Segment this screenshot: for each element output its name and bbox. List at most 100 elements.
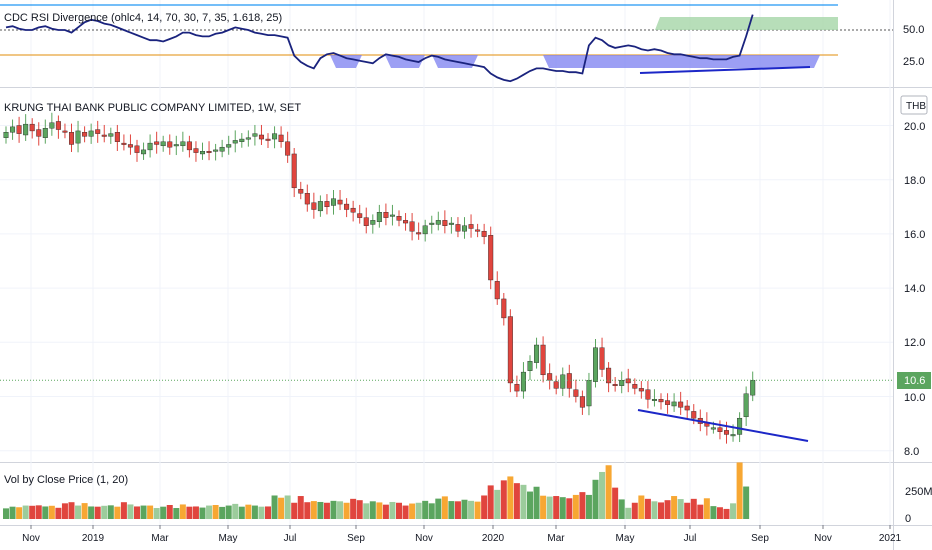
rsi-divergence-line (639, 66, 811, 74)
candle-body (370, 220, 376, 225)
candle-body (619, 380, 625, 386)
candle (55, 115, 61, 139)
volume-bar (75, 505, 82, 519)
volume-bar (625, 507, 632, 519)
currency-badge[interactable] (900, 95, 928, 115)
volume-bar (153, 508, 160, 519)
volume-bar (42, 506, 49, 519)
volume-bar (605, 465, 612, 519)
volume-bar (690, 498, 697, 519)
volume-bar (101, 505, 108, 519)
volume-bar (527, 491, 533, 519)
volume-bar (166, 505, 173, 519)
volume-bar (454, 501, 461, 519)
volume-bar (160, 506, 167, 519)
candle-body (331, 198, 337, 206)
volume-bar (140, 505, 147, 519)
candle (186, 135, 192, 158)
candle-body (520, 371, 526, 392)
volume-bar (291, 502, 298, 519)
candle-body (304, 193, 310, 205)
volume-bar (566, 498, 573, 519)
candle-body (475, 229, 481, 232)
candle-body (481, 230, 487, 237)
candle-body (23, 123, 29, 136)
volume-bar (382, 504, 389, 519)
candle (422, 219, 428, 242)
volume-bar (618, 499, 625, 519)
candle-body (645, 389, 651, 400)
volume-tick-0: 0 (905, 513, 911, 525)
candle-body (160, 141, 166, 147)
candle-body (593, 347, 599, 382)
candle (638, 381, 644, 399)
candle (678, 391, 684, 415)
volume-bar (107, 505, 114, 519)
candle-body (586, 380, 592, 407)
volume-bar (487, 485, 494, 519)
candle (127, 134, 133, 155)
candle-body (213, 149, 219, 152)
candle (363, 207, 369, 234)
price-tick-20: 20.0 (904, 121, 925, 133)
candle-body (29, 123, 35, 132)
candle-body (357, 213, 363, 218)
candle (180, 131, 186, 152)
candle (239, 133, 245, 148)
candle (625, 368, 631, 393)
candle-body (750, 380, 756, 396)
candle-body (494, 281, 500, 300)
candle-body (383, 212, 389, 218)
candle-body (278, 134, 284, 142)
candle-body (154, 141, 160, 145)
volume-bar (251, 505, 258, 519)
candle (658, 393, 664, 410)
volume-bar (389, 501, 396, 519)
candle (16, 116, 22, 143)
candle-body (507, 316, 513, 384)
candle (520, 362, 526, 399)
candle (468, 214, 474, 238)
volume-bar (638, 495, 645, 519)
volume-bar (703, 498, 710, 519)
candle (665, 393, 671, 414)
candle-body (579, 396, 585, 408)
volume-bar (127, 504, 134, 519)
candle-body (553, 381, 559, 389)
candle-body (49, 122, 55, 129)
candle-body (42, 128, 48, 138)
volume-title: Vol by Close Price (1, 20) (4, 474, 128, 486)
candle (389, 204, 395, 226)
candle (475, 223, 481, 238)
candle (141, 142, 147, 160)
candle-body (540, 344, 546, 376)
volume-bar (481, 495, 488, 519)
volume-bar (448, 501, 455, 519)
volume-bar (35, 505, 42, 519)
volume-bar (468, 500, 475, 519)
candle (154, 131, 160, 154)
volume-bar (179, 504, 186, 519)
volume-bar (343, 502, 350, 519)
rsi-tick-50: 50.0 (903, 24, 924, 36)
volume-tick-250m: 250M (905, 486, 932, 498)
candle (331, 189, 337, 215)
volume-bar (664, 500, 671, 519)
volume-bar (500, 480, 507, 519)
candle (612, 376, 618, 392)
candle (75, 120, 81, 153)
candle-body (239, 138, 245, 142)
volume-bar (402, 505, 409, 519)
volume-bar (284, 495, 291, 519)
volume-bar (219, 506, 226, 519)
candle-body (527, 361, 533, 371)
candle-body (448, 222, 454, 225)
volume-bar (147, 505, 154, 519)
candle (619, 371, 625, 394)
candle (29, 118, 35, 139)
volume-bar (422, 500, 429, 519)
volume-bar (68, 502, 75, 519)
candle-body (272, 133, 278, 140)
candle-body (724, 430, 730, 435)
